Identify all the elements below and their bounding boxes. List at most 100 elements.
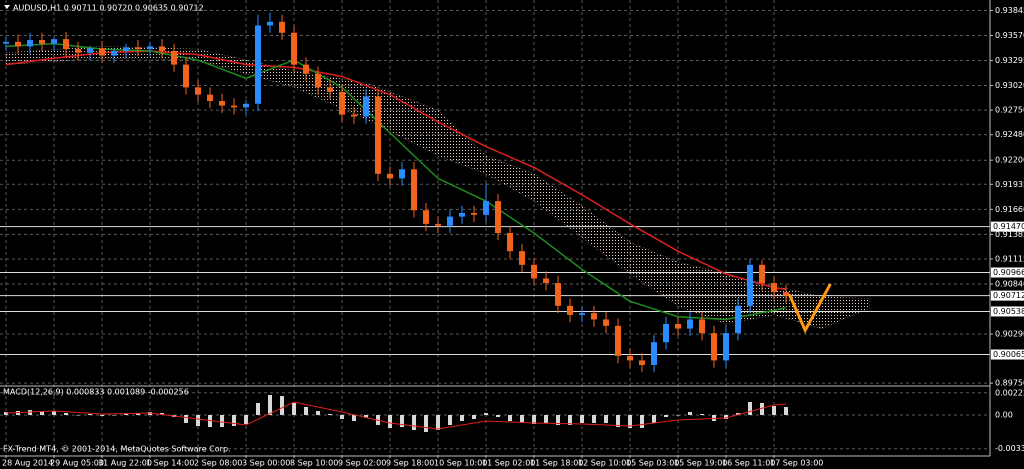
x-tick-label: 11 Sep 18:00 bbox=[530, 459, 583, 468]
candle-body bbox=[63, 39, 69, 50]
y-tick-label: 0.89750 bbox=[995, 379, 1024, 388]
moving-average bbox=[5, 42, 787, 321]
macd-bar bbox=[544, 415, 548, 423]
macd-bar bbox=[256, 403, 260, 415]
candle-body bbox=[3, 41, 9, 44]
candle-body bbox=[363, 96, 369, 117]
candle-body bbox=[375, 96, 381, 174]
candle-body bbox=[483, 201, 489, 215]
candle-body bbox=[759, 264, 765, 284]
macd-bar bbox=[628, 415, 632, 428]
macd-bar bbox=[760, 403, 764, 415]
x-tick-label: 15 Sep 03:00 bbox=[626, 459, 679, 468]
candle-body bbox=[735, 305, 741, 334]
projection-line bbox=[788, 283, 832, 334]
macd-bar bbox=[736, 413, 740, 415]
candle-body bbox=[447, 216, 453, 226]
x-tick-label: 11 Sep 02:00 bbox=[482, 459, 535, 468]
chart-title: AUDUSD,H1 0.90711 0.90720 0.90635 0.9071… bbox=[13, 4, 204, 13]
candle-body bbox=[255, 25, 261, 104]
candle-body bbox=[15, 41, 21, 47]
candle-body bbox=[675, 324, 681, 329]
candle-body bbox=[519, 251, 525, 265]
macd-bar bbox=[400, 415, 404, 427]
candle-body bbox=[231, 105, 237, 108]
candle-body bbox=[411, 169, 417, 211]
grid bbox=[0, 0, 990, 455]
x-tick-label: 31 Aug 22:00 bbox=[98, 459, 152, 468]
candle-body bbox=[171, 50, 177, 65]
macd-bar bbox=[436, 415, 440, 430]
candle-body bbox=[387, 173, 393, 179]
x-tick-label: 15 Sep 19:00 bbox=[674, 459, 727, 468]
candle-body bbox=[339, 91, 345, 115]
macd-bar bbox=[472, 415, 476, 419]
macd-bar bbox=[136, 413, 140, 415]
candle-body bbox=[723, 333, 729, 361]
y-tick-label: 0.93295 bbox=[995, 56, 1024, 65]
candle-body bbox=[135, 47, 141, 50]
candle-body bbox=[87, 48, 93, 53]
macd-bar bbox=[676, 415, 680, 416]
ichimoku-cloud bbox=[5, 46, 871, 329]
candle-body bbox=[543, 278, 549, 284]
candle-body bbox=[159, 46, 165, 51]
candle-body bbox=[687, 319, 693, 329]
macd-bar bbox=[64, 413, 68, 415]
macd-bar bbox=[664, 415, 668, 417]
candle-body bbox=[711, 333, 717, 361]
macd-bar bbox=[724, 415, 728, 419]
macd-tick-label: 0.00222 bbox=[995, 388, 1024, 397]
macd-bar bbox=[652, 415, 656, 423]
macd-bar bbox=[532, 415, 536, 424]
macd-bar bbox=[316, 411, 320, 415]
candle-body bbox=[555, 283, 561, 306]
price-level-box bbox=[991, 349, 1024, 360]
y-tick-label: 0.91935 bbox=[995, 180, 1024, 189]
macd-bar bbox=[196, 415, 200, 426]
candle-body bbox=[147, 46, 153, 50]
macd-bar bbox=[748, 402, 752, 415]
candle-body bbox=[327, 87, 333, 92]
candle-body bbox=[747, 264, 753, 306]
macd-bar bbox=[772, 406, 776, 415]
x-tick-label: 1 Sep 14:00 bbox=[146, 459, 194, 468]
macd-bar bbox=[640, 415, 644, 428]
macd-bar bbox=[340, 415, 344, 419]
candle-body bbox=[27, 40, 33, 47]
macd-bar bbox=[604, 415, 608, 423]
candle-body bbox=[615, 325, 621, 356]
macd-bar bbox=[508, 415, 512, 421]
macd-bar bbox=[364, 415, 368, 418]
macd-bar bbox=[580, 415, 584, 423]
x-tick-label: 3 Sep 00:00 bbox=[242, 459, 290, 468]
candle-body bbox=[39, 40, 45, 44]
candle-body bbox=[303, 64, 309, 74]
macd-bar bbox=[568, 415, 572, 425]
candle-body bbox=[603, 319, 609, 326]
macd-tick-label: 0.00 bbox=[995, 411, 1013, 420]
macd-bar bbox=[412, 415, 416, 430]
candle-body bbox=[627, 355, 633, 361]
x-tick-label: 9 Sep 02:00 bbox=[338, 459, 386, 468]
candle-body bbox=[591, 313, 597, 320]
x-tick-label: 17 Sep 03:00 bbox=[770, 459, 823, 468]
watermark: FX-Trend MT4, © 2001-2014, MetaQuotes So… bbox=[3, 445, 231, 454]
candle-body bbox=[651, 342, 657, 365]
price-level-box bbox=[991, 267, 1024, 278]
macd-bar bbox=[592, 415, 596, 423]
macd-bar bbox=[4, 412, 8, 415]
x-tick-label: 28 Aug 2014 bbox=[2, 459, 53, 468]
macd-bar bbox=[328, 414, 332, 415]
macd-bar bbox=[700, 414, 704, 415]
price-level-box bbox=[991, 290, 1024, 301]
macd-bar bbox=[88, 414, 92, 415]
macd-bar bbox=[388, 415, 392, 428]
macd-bar bbox=[292, 403, 296, 415]
candle-body bbox=[75, 49, 81, 53]
macd-bar bbox=[232, 415, 236, 426]
macd-bar bbox=[688, 412, 692, 415]
